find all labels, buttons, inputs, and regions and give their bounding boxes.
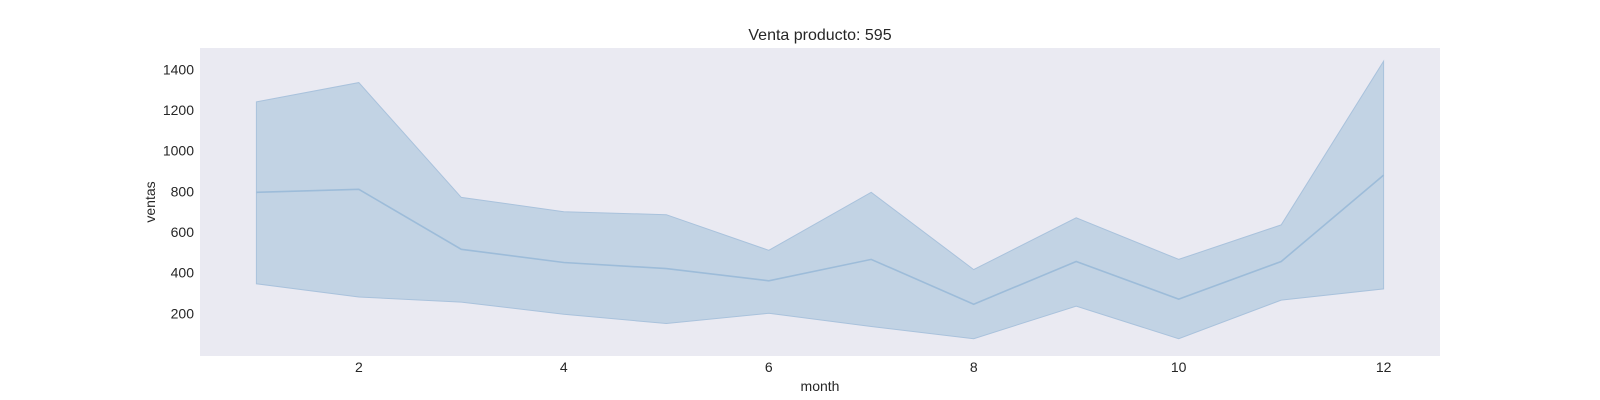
x-tick-label: 2 <box>355 359 363 375</box>
x-axis-label: month <box>801 378 840 394</box>
y-tick-label: 1200 <box>163 102 194 118</box>
y-tick-label: 200 <box>171 305 195 321</box>
y-tick-label: 800 <box>171 183 195 199</box>
series-line <box>256 174 1385 306</box>
y-tick-labels: 200 400 600 800 1000 1200 1400 <box>163 61 194 321</box>
y-tick-label: 600 <box>171 224 195 240</box>
chart-title: Venta producto: 595 <box>748 27 891 44</box>
x-tick-label: 10 <box>1171 359 1187 375</box>
series-line-layer <box>256 174 1385 306</box>
y-tick-label: 400 <box>171 265 195 281</box>
x-tick-label: 4 <box>560 359 568 375</box>
x-tick-label: 8 <box>970 359 978 375</box>
x-tick-label: 12 <box>1376 359 1392 375</box>
confidence-band-layer <box>255 59 1385 340</box>
y-axis-label: ventas <box>142 181 158 222</box>
x-tick-label: 6 <box>765 359 773 375</box>
confidence-band <box>255 59 1385 340</box>
y-tick-label: 1400 <box>163 61 194 77</box>
x-tick-labels: 2 4 6 8 10 12 <box>355 359 1392 375</box>
y-tick-label: 1000 <box>163 143 194 159</box>
